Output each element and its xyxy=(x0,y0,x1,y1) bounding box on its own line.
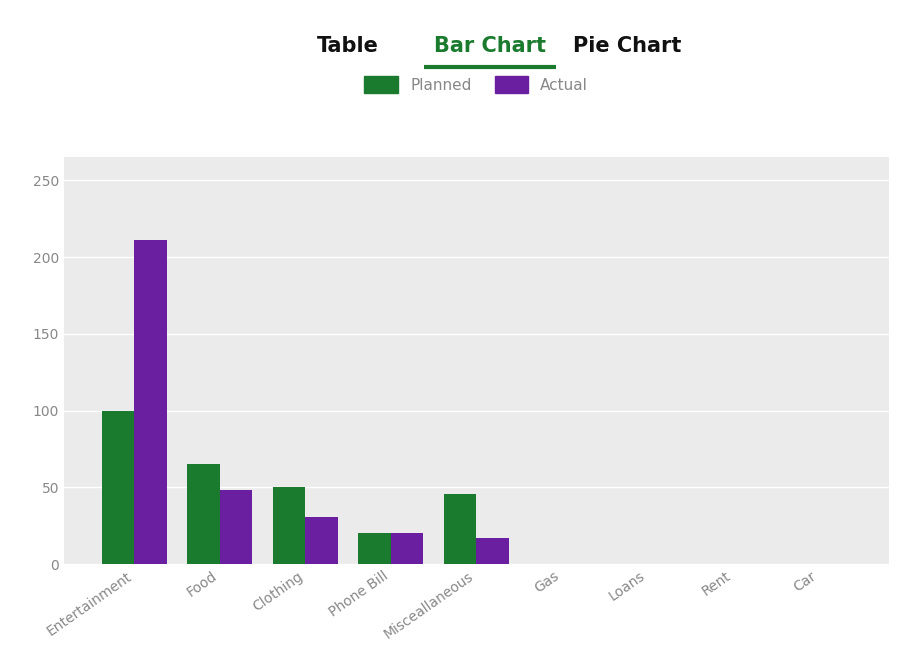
Bar xyxy=(134,240,167,564)
Bar xyxy=(305,516,338,564)
Legend: Planned, Actual: Planned, Actual xyxy=(365,75,588,93)
Text: Pie Chart: Pie Chart xyxy=(573,36,682,56)
Bar xyxy=(187,464,220,564)
Text: Bar Chart: Bar Chart xyxy=(434,36,546,56)
Bar xyxy=(391,533,423,564)
Bar xyxy=(444,493,476,564)
Bar xyxy=(220,491,252,564)
Bar xyxy=(273,487,305,564)
Text: Table: Table xyxy=(317,36,379,56)
Bar xyxy=(358,533,391,564)
Bar xyxy=(102,411,134,564)
Bar xyxy=(476,538,508,564)
